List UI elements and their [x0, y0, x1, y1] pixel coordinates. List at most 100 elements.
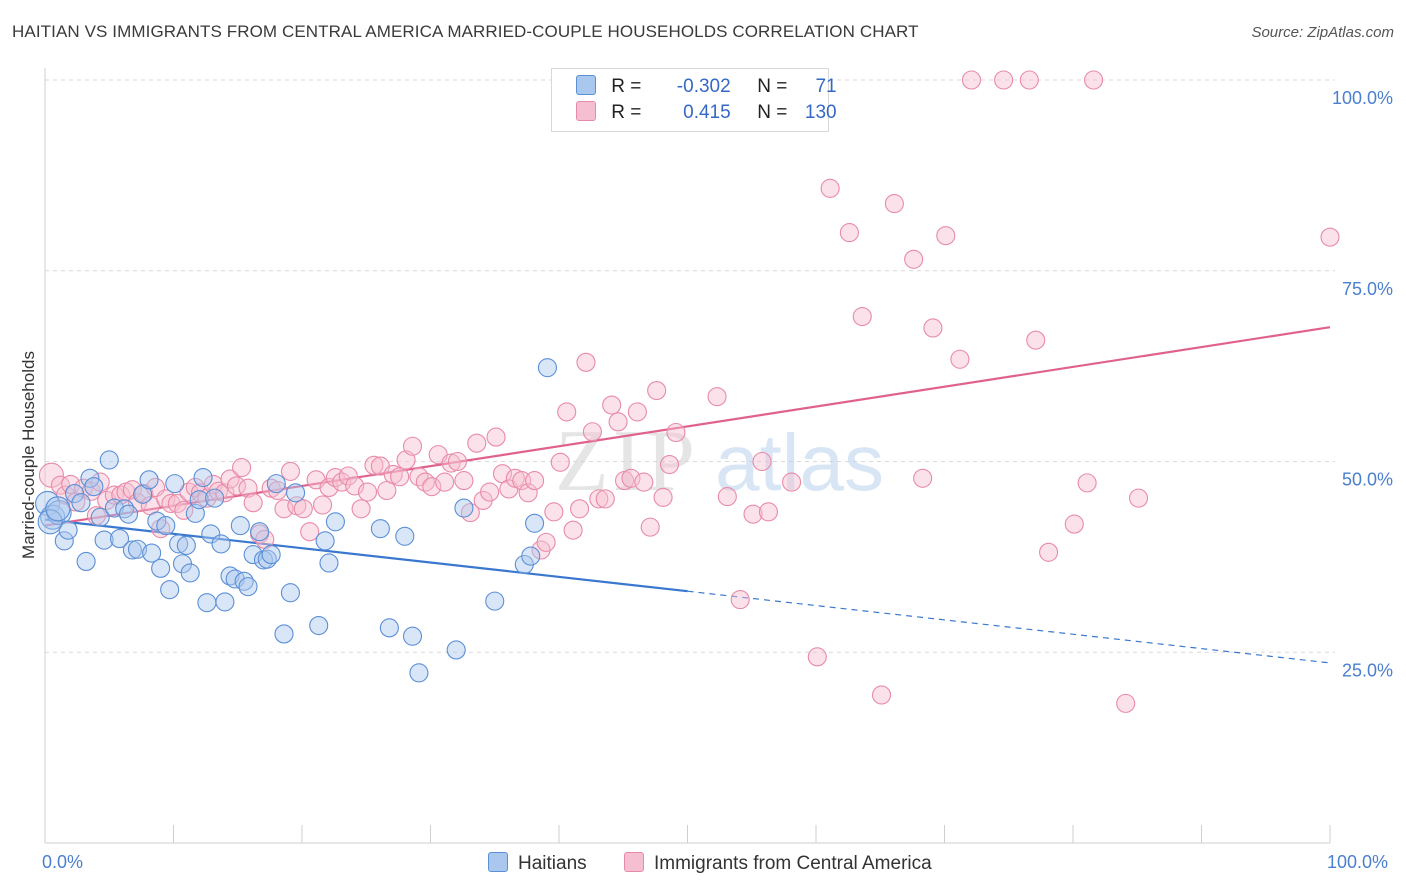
data-point-blue	[370, 519, 390, 539]
y-tick-label: 75.0%	[1342, 279, 1393, 299]
data-point-blue	[99, 450, 119, 470]
data-point-pink	[402, 436, 423, 456]
x-tick-label-min: 0.0%	[42, 852, 84, 872]
data-point-blue	[537, 358, 557, 378]
data-point-blue	[220, 566, 240, 586]
data-point-pink	[659, 455, 680, 475]
legend-row-haitians: R = -0.302 N = 71	[576, 75, 837, 101]
legend-row-central-america: R = 0.415 N = 130	[576, 101, 837, 127]
trend-line-extension-blue	[687, 590, 1331, 664]
legend-r-value: -0.302	[676, 76, 731, 97]
data-point-blue	[266, 474, 286, 494]
data-point-blue	[94, 530, 114, 550]
data-point-blue	[176, 535, 196, 555]
data-point-pink	[1064, 514, 1084, 534]
legend-n-value: 71	[815, 76, 837, 97]
data-point-pink	[357, 482, 378, 502]
data-point-pink	[640, 517, 660, 537]
data-point-pink	[454, 471, 474, 491]
data-point-blue	[409, 663, 429, 683]
data-point-blue	[315, 531, 335, 551]
data-point-pink	[293, 499, 313, 519]
data-point-pink	[557, 402, 577, 422]
data-point-pink	[50, 475, 70, 495]
y-tick-label: 25.0%	[1342, 660, 1393, 680]
data-point-blue	[201, 524, 221, 544]
data-point-blue	[109, 529, 130, 549]
data-point-pink	[923, 318, 943, 338]
data-point-pink	[300, 522, 320, 542]
bottom-legend-label: Haitians	[518, 853, 587, 874]
data-point-pink	[1320, 227, 1340, 247]
grid-layer	[44, 68, 1335, 844]
legend-n-value: 130	[804, 102, 837, 123]
data-point-blue	[395, 526, 415, 546]
data-point-blue	[165, 474, 185, 494]
data-point-blue	[446, 640, 466, 660]
data-point-pink	[174, 500, 194, 520]
data-point-pink	[884, 194, 904, 214]
data-point-pink	[467, 433, 487, 453]
data-point-pink	[820, 178, 840, 198]
data-point-pink	[390, 467, 410, 487]
legend-r-label: R =	[611, 102, 642, 123]
data-point-pink	[563, 520, 583, 540]
data-point-pink	[904, 249, 924, 269]
data-point-pink	[589, 489, 609, 509]
correlation-legend: R = -0.302 N = 71 R = 0.415 N = 130	[551, 68, 837, 132]
data-point-pink	[936, 226, 956, 246]
data-point-pink	[994, 70, 1014, 90]
data-point-pink	[550, 452, 570, 472]
data-point-blue	[215, 592, 235, 612]
data-point-blue	[319, 553, 339, 573]
y-axis-title: Married-couple Households	[19, 351, 38, 559]
data-point-pink	[621, 468, 641, 488]
data-point-pink	[647, 380, 667, 401]
data-point-pink	[570, 499, 590, 519]
bottom-legend-label: Immigrants from Central America	[654, 853, 932, 874]
data-point-blue	[160, 580, 180, 600]
data-point-blue	[84, 477, 104, 497]
data-point-pink	[525, 471, 545, 491]
data-point-pink	[782, 472, 802, 492]
data-point-pink	[409, 467, 429, 487]
bottom-legend-haitians: Haitians	[488, 852, 587, 875]
data-point-blue	[521, 546, 541, 566]
data-point-blue	[180, 563, 200, 583]
data-point-pink	[226, 476, 247, 496]
data-point-blue	[115, 499, 135, 519]
data-point-pink	[243, 493, 263, 513]
data-point-pink	[313, 495, 333, 515]
data-point-blue	[286, 483, 306, 503]
data-point-pink	[1026, 330, 1046, 350]
data-point-pink	[518, 483, 538, 503]
data-point-blue	[122, 540, 142, 560]
data-point-blue	[104, 498, 124, 518]
data-point-blue	[45, 496, 71, 522]
legend-r-label: R =	[611, 76, 642, 97]
legend-swatch-blue	[576, 75, 596, 95]
data-point-pink	[961, 70, 982, 90]
data-point-blue	[280, 583, 300, 603]
data-point-blue	[71, 493, 91, 513]
data-point-blue	[250, 522, 270, 542]
data-point-blue	[169, 534, 189, 554]
data-point-pink	[608, 412, 628, 432]
data-point-pink	[1077, 473, 1097, 493]
data-point-pink	[232, 458, 252, 478]
data-point-pink	[351, 499, 371, 519]
data-point-pink	[602, 395, 622, 415]
data-point-pink	[743, 504, 763, 524]
data-point-pink	[582, 422, 602, 442]
data-point-pink	[280, 461, 300, 481]
data-point-pink	[634, 472, 654, 492]
data-point-blue	[76, 551, 96, 572]
data-point-blue	[147, 511, 167, 531]
data-point-pink	[852, 306, 872, 327]
data-point-blue	[230, 516, 250, 536]
data-point-blue	[238, 577, 258, 597]
data-point-pink	[758, 502, 779, 522]
data-point-pink	[486, 427, 506, 447]
data-point-pink	[595, 489, 615, 509]
